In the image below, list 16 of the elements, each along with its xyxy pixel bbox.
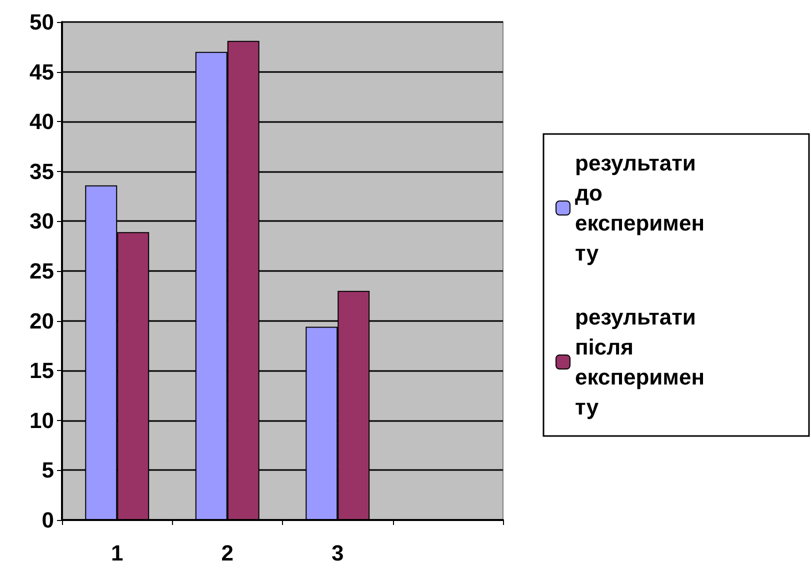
y-tick-label: 20 <box>30 308 54 334</box>
legend-label: результати до експерименту <box>575 150 704 266</box>
y-tick-label: 5 <box>42 458 54 483</box>
y-tick-label: 10 <box>30 408 54 433</box>
y-tick-label: 50 <box>30 10 54 34</box>
x-tick-label: 3 <box>332 540 344 566</box>
y-tick-label: 15 <box>30 358 54 384</box>
y-tick-label: 0 <box>42 508 54 532</box>
y-tick-label: 45 <box>30 59 54 84</box>
y-tick-label: 25 <box>30 258 54 284</box>
x-tick-label: 1 <box>111 540 124 566</box>
x-tick-label: 2 <box>221 540 234 566</box>
y-tick-label: 40 <box>30 109 54 134</box>
y-tick-label: 35 <box>30 158 54 184</box>
legend-label: результати після експерименту <box>575 304 704 420</box>
y-tick-label: 30 <box>30 208 54 234</box>
